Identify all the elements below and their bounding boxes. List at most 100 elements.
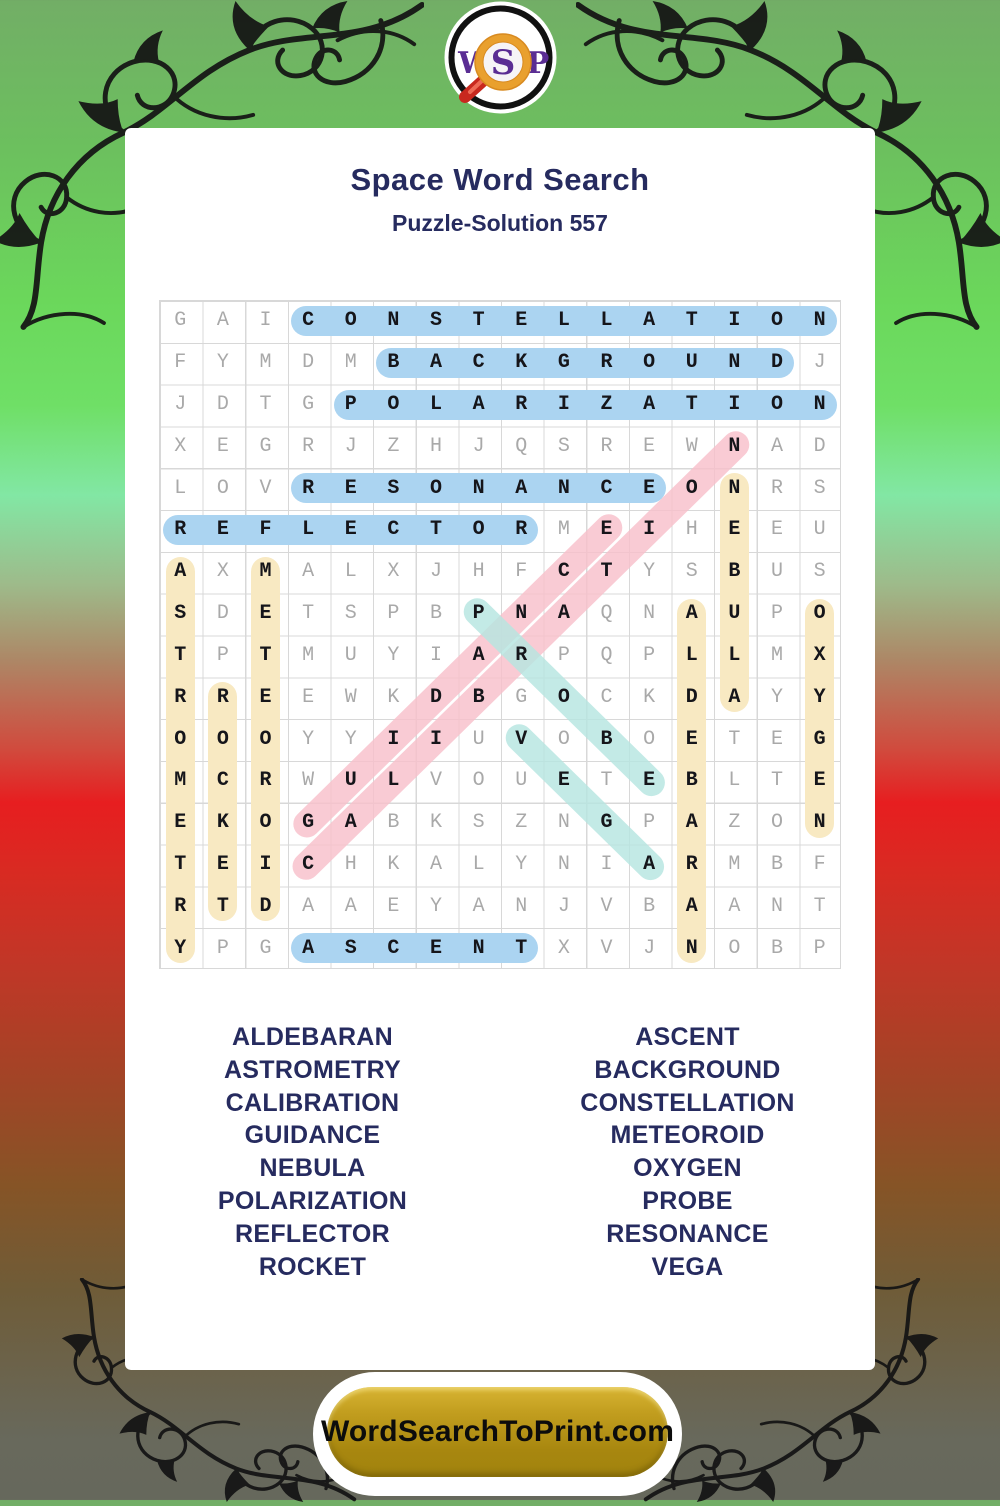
grid-cell: Y [387,643,400,667]
grid-cell: L [685,643,698,667]
grid-cell: Z [387,434,400,458]
grid-cell: T [600,560,613,584]
grid-cell: N [557,811,570,835]
grid-cell: S [387,476,400,500]
grid-cell: S [344,936,357,960]
grid-cell: Y [344,727,357,751]
grid-cell: B [387,351,400,375]
grid-cell: P [643,643,656,667]
grid-cell: A [302,936,315,960]
grid-cell: A [728,685,741,709]
grid-cell: X [174,434,187,458]
grid-cell: P [643,811,656,835]
grid-cell: E [302,685,315,709]
grid-cell: O [643,727,656,751]
grid-cell: K [387,685,400,709]
grid-cell: F [259,518,272,542]
grid-cell: P [813,936,826,960]
word-list-item: ASTROMETRY [223,1055,402,1084]
grid-cell: E [643,476,656,500]
word-list-item: GUIDANCE [244,1121,381,1150]
grid-cell: L [344,560,357,584]
logo-letter-p: P [527,46,550,81]
grid-cell: C [216,769,229,793]
grid-cell: N [387,309,400,333]
highlight-rocket [208,682,238,922]
word-list-item: PROBE [642,1186,733,1215]
grid-cell: J [557,894,570,918]
grid-cell: N [813,393,826,417]
grid-cell: M [728,852,741,876]
grid-cell: A [430,852,443,876]
grid-cell: Q [600,643,613,667]
grid-cell: A [771,434,784,458]
grid-cell: T [174,643,187,667]
grid-cell: A [472,393,485,417]
grid-cell: O [557,727,570,751]
grid-cell: O [771,309,784,333]
grid-cell: L [302,518,315,542]
grid-cell: Q [515,434,528,458]
grid-cell: F [515,560,528,584]
grid-cell: J [174,393,187,417]
wsp-logo: W P S [444,1,557,114]
grid-cell: C [557,560,570,584]
grid-cell: D [685,685,698,709]
grid-cell: B [600,727,613,751]
grid-cell: U [515,769,528,793]
grid-cell: A [685,602,698,626]
grid-cell: N [557,476,570,500]
grid-cell: A [174,560,187,584]
grid-cell: J [643,936,656,960]
grid-cell: E [430,936,443,960]
puzzle-card: Space Word Search Puzzle-Solution 557 G A… [125,128,875,1370]
grid-cell: N [472,476,485,500]
grid-cell: P [387,602,400,626]
grid-cell: U [344,769,357,793]
grid-cell: T [600,769,613,793]
grid-cell: N [728,351,741,375]
grid-cell: J [344,434,357,458]
grid-cell: G [259,936,272,960]
grid-cell: O [174,727,187,751]
grid-cell: N [472,936,485,960]
grid-cell: B [685,769,698,793]
grid-cell: L [174,476,187,500]
grid-cell: K [430,811,443,835]
grid-cell: T [685,393,698,417]
grid-cell: U [685,351,698,375]
grid-cell: R [216,685,229,709]
grid-cell: H [472,560,485,584]
grid-cell: I [728,309,741,333]
grid-cell: D [430,685,443,709]
grid-cell: A [216,309,229,333]
grid-cell: O [259,727,272,751]
grid-cell: E [813,769,826,793]
grid-cell: V [259,476,272,500]
grid-cell: P [557,643,570,667]
grid-cell: E [344,518,357,542]
grid-cell: I [430,727,443,751]
grid-cell: E [643,769,656,793]
grid-cell: S [430,309,443,333]
site-link-button[interactable]: WordSearchToPrint.com [321,1387,674,1477]
grid-cell: T [302,602,315,626]
grid-cell: M [771,643,784,667]
grid-cell: H [430,434,443,458]
grid-cell: I [430,643,443,667]
grid-cell: T [771,769,784,793]
grid-cell: X [557,936,570,960]
grid-cell: R [515,393,528,417]
grid-cell: G [600,811,613,835]
grid-cell: P [344,393,357,417]
grid-cell: G [302,393,315,417]
grid-cell: M [174,769,187,793]
grid-cell: T [472,309,485,333]
grid-cell: L [728,643,741,667]
grid-cell: Y [515,852,528,876]
grid-cell: O [643,351,656,375]
grid-cell: E [515,309,528,333]
grid-cell: X [387,560,400,584]
grid-cell: C [302,852,315,876]
